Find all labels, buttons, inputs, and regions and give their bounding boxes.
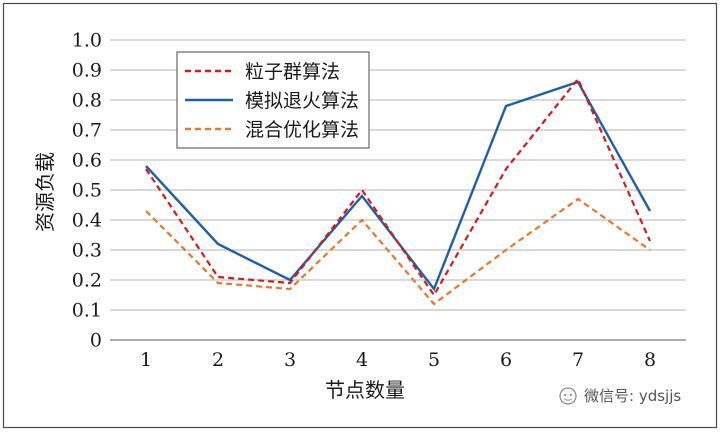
x-axis-title: 节点数量	[325, 378, 405, 402]
y-tick-label: 0.1	[72, 300, 102, 322]
x-tick-label: 6	[500, 349, 512, 371]
x-tick-label: 3	[284, 349, 296, 371]
y-tick-label: 0.6	[72, 150, 102, 172]
y-tick-label: 0.8	[72, 90, 102, 112]
y-tick-labels: 0 0.1 0.2 0.3 0.4 0.5 0.6 0.7 0.8 0.9 1.0	[72, 30, 102, 352]
x-tick-label: 8	[644, 349, 656, 371]
x-tick-label: 4	[356, 349, 368, 371]
series-line-0	[145, 76, 652, 298]
y-tick-label: 0.7	[72, 120, 102, 142]
y-tick-label: 1.0	[72, 30, 102, 52]
legend-label-2: 混合优化算法	[245, 119, 359, 141]
y-tick-label: 0.3	[72, 240, 102, 262]
watermark-text: 微信号: ydsjjs	[584, 387, 681, 405]
x-tick-label: 7	[572, 349, 584, 371]
watermark: 微信号: ydsjjs	[559, 387, 681, 405]
y-axis-title: 资源负载	[33, 152, 57, 232]
x-tick-label: 5	[428, 349, 440, 371]
x-tick-labels: 1 2 3 4 5 6 7 8	[140, 349, 656, 371]
series-line-2	[145, 197, 651, 306]
chart-frame	[2, 2, 718, 429]
y-tick-label: 0.9	[72, 60, 102, 82]
wechat-icon	[559, 387, 577, 405]
y-tick-label: 0.2	[72, 270, 102, 292]
y-tick-label: 0.4	[72, 210, 102, 232]
x-tick-label: 2	[212, 349, 224, 371]
x-tick-label: 1	[140, 349, 152, 371]
y-tick-label: 0.5	[72, 180, 102, 202]
legend-label-0: 粒子群算法	[245, 61, 340, 83]
y-tick-label: 0	[90, 330, 102, 352]
series-lines	[145, 76, 652, 306]
legend-label-1: 模拟退火算法	[245, 90, 359, 112]
